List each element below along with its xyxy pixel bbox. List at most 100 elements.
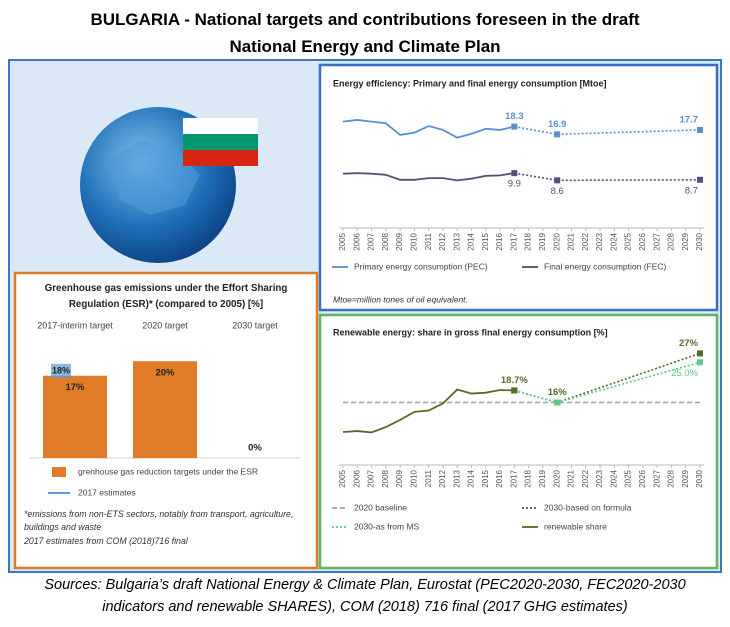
x-tick-label: 2019 xyxy=(538,469,547,487)
efficiency-panel xyxy=(318,63,719,312)
series-line xyxy=(342,172,515,182)
chart-title: Greenhouse gas emissions under the Effor… xyxy=(44,283,288,310)
x-tick-label: 2024 xyxy=(609,232,618,250)
x-tick-label: 2029 xyxy=(681,232,690,250)
x-tick-label: 2008 xyxy=(381,232,390,250)
legend-label: Final energy consumption (FEC) xyxy=(544,261,667,271)
x-tick-label: 2013 xyxy=(452,469,461,487)
globe-land xyxy=(110,140,200,215)
point-marker xyxy=(697,350,703,357)
data-label: 25.0% xyxy=(671,368,698,379)
x-tick-label: 2028 xyxy=(667,232,676,250)
category-label: 2030 target xyxy=(232,320,278,330)
x-tick-label: 2010 xyxy=(410,232,419,250)
legend-label: 2030-as from MS xyxy=(354,521,420,531)
chart-title: Energy efficiency: Primary and final ene… xyxy=(333,78,607,88)
series-line xyxy=(342,388,515,434)
point-marker xyxy=(554,177,561,184)
point-marker xyxy=(697,359,703,366)
x-tick-label: 2029 xyxy=(681,469,690,487)
x-tick-label: 2022 xyxy=(581,469,590,487)
x-tick-label: 2021 xyxy=(567,232,576,250)
category-label: 2020 target xyxy=(142,320,188,330)
data-label: 17% xyxy=(65,382,85,393)
data-label: 18% xyxy=(52,365,70,375)
point-marker xyxy=(554,131,561,138)
x-tick-label: 2016 xyxy=(495,232,504,250)
x-tick-label: 2005 xyxy=(338,469,347,487)
x-tick-label: 2015 xyxy=(481,469,490,487)
x-tick-label: 2026 xyxy=(638,469,647,487)
x-tick-label: 2027 xyxy=(652,232,661,250)
chart-title: Renewable energy: share in gross final e… xyxy=(333,327,608,337)
sources: Sources: Bulgaria’s draft National Energ… xyxy=(44,577,686,615)
bar xyxy=(133,361,197,458)
legend-swatch xyxy=(52,467,66,477)
renewable-panel xyxy=(318,313,719,570)
x-tick-label: 2023 xyxy=(595,469,604,487)
x-tick-label: 2026 xyxy=(638,232,647,250)
x-tick-label: 2012 xyxy=(438,232,447,250)
data-label: 16.9 xyxy=(548,119,567,130)
data-label: 8.6 xyxy=(551,186,564,197)
data-label: 9.9 xyxy=(508,179,521,190)
data-label: 0% xyxy=(248,443,262,454)
x-tick-label: 2020 xyxy=(552,232,561,250)
x-tick-label: 2030 xyxy=(695,469,704,487)
data-label: 17.7 xyxy=(680,114,699,125)
legend-label: renewable share xyxy=(544,521,607,531)
series-line xyxy=(342,119,515,139)
chart-note: *emissions from non-ETS sectors, notably… xyxy=(24,509,294,532)
flag xyxy=(183,118,258,166)
x-tick-label: 2022 xyxy=(581,232,590,250)
x-tick-label: 2006 xyxy=(352,232,361,250)
x-tick-label: 2010 xyxy=(410,469,419,487)
data-label: 27% xyxy=(679,338,699,349)
category-label: 2017-interim target xyxy=(37,320,113,330)
x-tick-label: 2017 xyxy=(509,469,518,487)
x-tick-label: 2019 xyxy=(538,232,547,250)
x-tick-label: 2021 xyxy=(567,469,576,487)
data-label: 18.3 xyxy=(505,111,524,122)
legend-label: 2017 estimates xyxy=(78,487,136,497)
legend-label: Primary energy consumption (PEC) xyxy=(354,261,488,271)
x-tick-label: 2023 xyxy=(595,232,604,250)
x-tick-label: 2018 xyxy=(524,469,533,487)
x-tick-label: 2009 xyxy=(395,469,404,487)
chart-note: Mtoe=million tones of oil equivalent. xyxy=(333,294,468,304)
x-tick-label: 2016 xyxy=(495,469,504,487)
x-tick-label: 2009 xyxy=(395,232,404,250)
data-label: 20% xyxy=(155,368,175,379)
point-marker xyxy=(511,387,518,394)
legend-label: grenhouse gas reduction targets under th… xyxy=(78,466,258,476)
point-marker xyxy=(697,126,703,133)
x-tick-label: 2007 xyxy=(367,232,376,250)
x-tick-label: 2012 xyxy=(438,469,447,487)
data-label: 16% xyxy=(548,387,568,398)
page-title: BULGARIA - National targets and contribu… xyxy=(90,10,640,56)
x-tick-label: 2018 xyxy=(524,232,533,250)
point-marker xyxy=(511,123,518,130)
x-tick-label: 2015 xyxy=(481,232,490,250)
x-tick-label: 2011 xyxy=(424,232,433,250)
x-tick-label: 2013 xyxy=(452,232,461,250)
point-marker xyxy=(511,170,518,177)
x-tick-label: 2006 xyxy=(352,469,361,487)
x-tick-label: 2011 xyxy=(424,469,433,487)
x-tick-label: 2030 xyxy=(695,232,704,250)
x-tick-label: 2025 xyxy=(624,469,633,487)
point-marker xyxy=(554,399,561,406)
x-tick-label: 2024 xyxy=(609,469,618,487)
x-tick-label: 2027 xyxy=(652,469,661,487)
x-tick-label: 2008 xyxy=(381,469,390,487)
data-label: 8.7 xyxy=(685,185,698,196)
x-tick-label: 2007 xyxy=(367,469,376,487)
point-marker xyxy=(697,176,703,183)
legend-label: 2030-based on formula xyxy=(544,502,632,512)
x-tick-label: 2017 xyxy=(509,232,518,250)
x-tick-label: 2014 xyxy=(467,232,476,250)
x-tick-label: 2005 xyxy=(338,232,347,250)
chart-note: 2017 estimates from COM (2018)716 final xyxy=(24,536,188,546)
